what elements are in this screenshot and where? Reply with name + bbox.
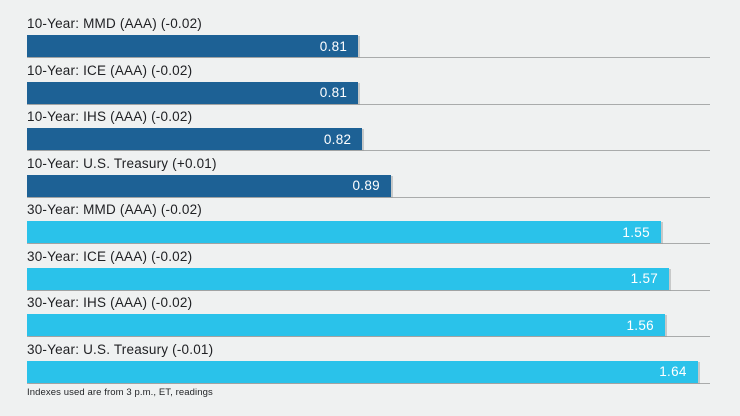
- bar: 1.56: [27, 314, 665, 336]
- bar-value-label: 0.81: [319, 38, 348, 54]
- bar-row: 10-Year: U.S. Treasury (+0.01) 0.89: [27, 155, 710, 198]
- bar-value-label: 1.57: [630, 271, 659, 286]
- bar-value-label: 0.82: [323, 131, 352, 147]
- bar-row: 30-Year: MMD (AAA) (-0.02) 1.55: [27, 201, 710, 244]
- bar-row: 10-Year: MMD (AAA) (-0.02) 0.81: [27, 15, 710, 58]
- bar-value-label: 0.81: [319, 85, 348, 100]
- bar: 0.89: [27, 174, 391, 197]
- bar: 0.81: [27, 81, 359, 104]
- bar-chart: 10-Year: MMD (AAA) (-0.02) 0.81 10-Year:…: [27, 15, 710, 384]
- bar-row: 30-Year: ICE (AAA) (-0.02) 1.57: [27, 248, 710, 291]
- bar: 0.82: [27, 128, 363, 150]
- bar-category-label: 30-Year: IHS (AAA) (-0.02): [27, 295, 193, 310]
- bar: 1.64: [27, 360, 698, 383]
- bar-category-label: 10-Year: U.S. Treasury (+0.01): [27, 155, 217, 171]
- bar: 1.57: [27, 267, 670, 290]
- bar-track: 1.55: [27, 221, 710, 244]
- bar-row: 10-Year: IHS (AAA) (-0.02) 0.82: [27, 108, 710, 151]
- bar-track: 0.81: [27, 81, 710, 105]
- bar-category-label: 30-Year: U.S. Treasury (-0.01): [27, 341, 214, 357]
- bar-category-label: 10-Year: IHS (AAA) (-0.02): [27, 109, 193, 124]
- bar-category-label: 10-Year: ICE (AAA) (-0.02): [27, 62, 193, 78]
- bar-track: 1.57: [27, 267, 710, 291]
- bar-category-label: 30-Year: MMD (AAA) (-0.02): [27, 202, 202, 217]
- bar-value-label: 1.64: [659, 364, 687, 379]
- bar-value-label: 1.56: [626, 317, 654, 333]
- bar-track: 0.89: [27, 174, 710, 198]
- bar-category-label: 10-Year: MMD (AAA) (-0.02): [27, 16, 202, 31]
- bar: 1.55: [27, 221, 661, 243]
- bar-track: 1.56: [27, 314, 710, 337]
- bar-track: 0.81: [27, 35, 710, 58]
- chart-footnote: Indexes used are from 3 p.m., ET, readin…: [27, 387, 213, 398]
- bar-row: 30-Year: IHS (AAA) (-0.02) 1.56: [27, 294, 710, 337]
- bar-row: 30-Year: U.S. Treasury (-0.01) 1.64: [27, 341, 710, 384]
- bar-track: 0.82: [27, 128, 710, 151]
- bar-value-label: 0.89: [352, 178, 380, 193]
- bar-row: 10-Year: ICE (AAA) (-0.02) 0.81: [27, 62, 710, 105]
- bar-track: 1.64: [27, 360, 710, 384]
- bar-category-label: 30-Year: ICE (AAA) (-0.02): [27, 248, 193, 264]
- bar-value-label: 1.55: [622, 224, 650, 240]
- bar: 0.81: [27, 35, 359, 57]
